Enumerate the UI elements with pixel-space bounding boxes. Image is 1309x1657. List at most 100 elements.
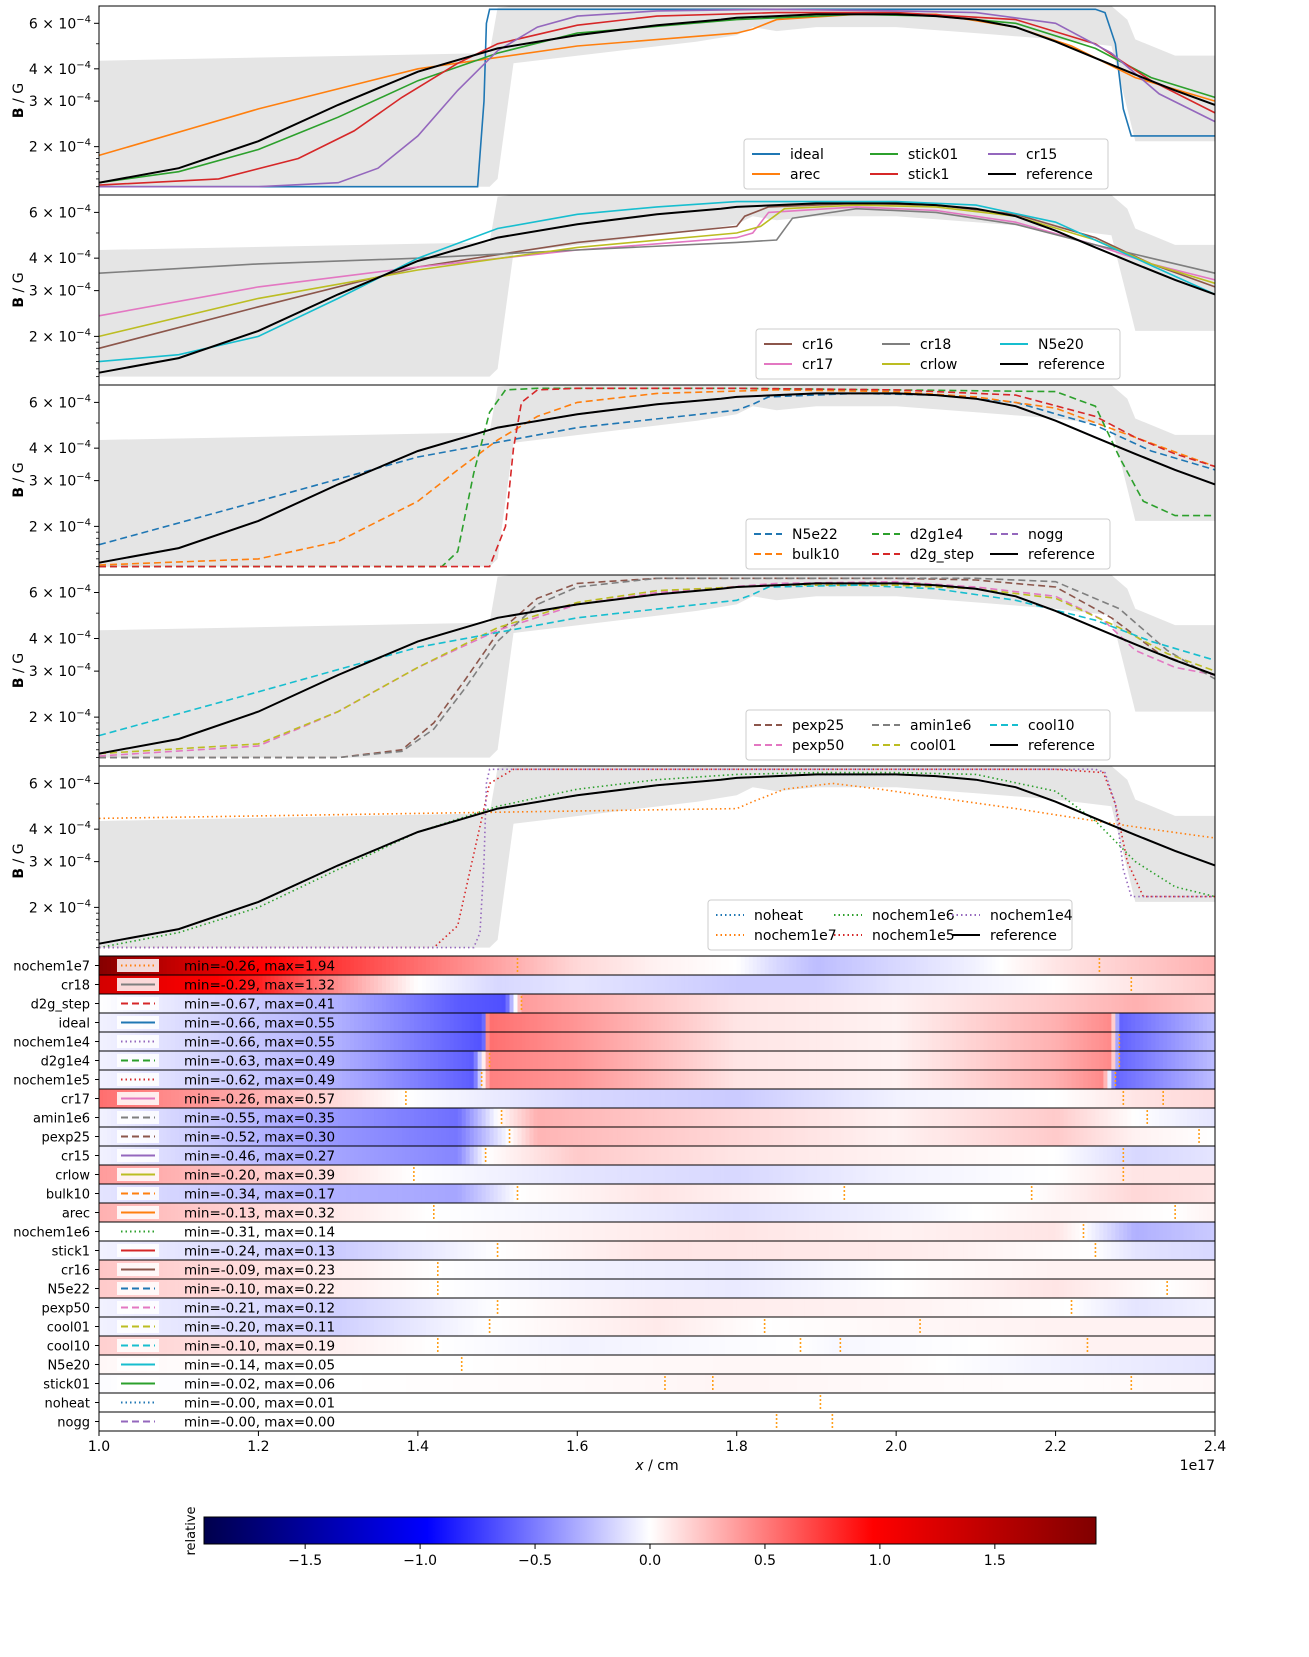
heatmap-cell: [979, 1203, 985, 1222]
heatmap-cell: [381, 1146, 387, 1165]
heatmap-cell: [441, 1165, 447, 1184]
heatmap-cell: [820, 1241, 825, 1260]
heatmap-cell: [178, 1222, 184, 1241]
heatmap-cell: [549, 1032, 554, 1051]
heatmap-cell: [242, 1146, 248, 1165]
heatmap-cell: [234, 1070, 240, 1089]
heatmap-cell: [198, 1089, 204, 1108]
heatmap-cell: [971, 1222, 977, 1241]
heatmap-cell: [601, 1184, 606, 1203]
heatmap-cell: [397, 1241, 403, 1260]
heatmap-cell: [190, 1089, 196, 1108]
heatmap-cell: [1011, 1165, 1017, 1184]
heatmap-cell: [282, 1203, 287, 1222]
heatmap-cell: [537, 1184, 543, 1203]
heatmap-cell: [836, 1089, 841, 1108]
heatmap-cell: [688, 1203, 694, 1222]
heatmap-cell: [609, 1070, 614, 1089]
heatmap-cell: [784, 1241, 790, 1260]
heatmap-cell: [704, 1032, 710, 1051]
heatmap-cell: [629, 1260, 634, 1279]
heatmap-cell: [979, 1051, 985, 1070]
heatmap-cell: [716, 1222, 722, 1241]
heatmap-cell: [358, 1260, 363, 1279]
heatmap-cell: [318, 1089, 323, 1108]
heatmap-cell: [449, 1260, 455, 1279]
heatmap-cell: [617, 1222, 622, 1241]
heatmap-cell: [828, 956, 833, 975]
heatmap-cell: [1175, 1165, 1180, 1184]
heatmap-cell: [1015, 1203, 1021, 1222]
heatmap-cell: [1183, 1222, 1188, 1241]
heatmap-cell: [1007, 994, 1013, 1013]
heatmap-cell: [1047, 994, 1053, 1013]
heatmap-cell: [1203, 1051, 1208, 1070]
heatmap-cell: [1059, 1241, 1065, 1260]
heatmap-cell: [1203, 1089, 1208, 1108]
heatmap-cell: [533, 1070, 539, 1089]
heatmap-cell: [748, 1165, 754, 1184]
heatmap-cell: [405, 1070, 411, 1089]
heatmap-cell: [668, 1032, 674, 1051]
heatmap-cell: [505, 1165, 511, 1184]
heatmap-cell: [900, 1127, 905, 1146]
heatmap-cell: [441, 1013, 447, 1032]
heatmap-cell: [967, 1032, 973, 1051]
heatmap-cell: [102, 1146, 108, 1165]
heatmap-cell: [820, 1032, 825, 1051]
heatmap-cell: [513, 1165, 519, 1184]
heatmap-cell: [939, 1051, 945, 1070]
heatmap-cell: [573, 956, 578, 975]
heatmap-cell: [617, 1051, 622, 1070]
heatmap-cell: [274, 956, 279, 975]
heatmap-cell: [999, 1070, 1005, 1089]
heatmap-cell: [653, 1013, 658, 1032]
heatmap-cell: [405, 1108, 411, 1127]
heatmap-cell: [1187, 1184, 1192, 1203]
heatmap-cell: [951, 1108, 957, 1127]
heatmap-cell: [1035, 1165, 1041, 1184]
heatmap-cell: [848, 956, 853, 975]
heatmap-cell: [800, 1203, 806, 1222]
heatmap-cell: [780, 1260, 786, 1279]
heatmap-cell: [338, 1165, 343, 1184]
heatmap-cell: [461, 956, 467, 975]
heatmap-cell: [202, 1127, 208, 1146]
heatmap-cell: [194, 1032, 200, 1051]
heatmap-cell: [290, 956, 295, 975]
heatmap-cell: [282, 975, 287, 994]
heatmap-cell: [342, 1184, 347, 1203]
heatmap-cell: [1095, 1032, 1101, 1051]
heatmap-cell: [557, 1051, 562, 1070]
heatmap-cell: [413, 1146, 419, 1165]
heatmap-cell: [565, 994, 570, 1013]
heatmap-cell: [537, 1108, 543, 1127]
heatmap-cell: [1175, 956, 1180, 975]
heatmap-cell: [166, 1127, 172, 1146]
heatmap-cell: [342, 1127, 347, 1146]
heatmap-cell: [943, 1089, 949, 1108]
heatmap-cell: [194, 1165, 200, 1184]
heatmap-cell: [1191, 1146, 1196, 1165]
heatmap-cell: [1031, 1241, 1037, 1260]
heatmap-cell: [469, 1127, 475, 1146]
heatmap-cell: [892, 1108, 897, 1127]
heatmap-cell: [513, 1127, 519, 1146]
heatmap-cell: [1171, 1241, 1176, 1260]
heatmap-cell: [557, 1089, 562, 1108]
heatmap-cell: [1043, 1013, 1049, 1032]
heatmap-cell: [433, 1013, 439, 1032]
heatmap-cell: [385, 1127, 391, 1146]
legend-label-cool01: cool01: [910, 738, 957, 754]
heatmap-cell: [1143, 1127, 1148, 1146]
heatmap-cell: [772, 1032, 778, 1051]
heatmap-cell: [740, 994, 746, 1013]
heatmap-cell: [947, 975, 953, 994]
heatmap-cell: [1039, 1051, 1045, 1070]
heatmap-cell: [102, 975, 108, 994]
heatmap-cell: [202, 1013, 208, 1032]
heatmap-cell: [1083, 1241, 1089, 1260]
heatmap-cell: [250, 1051, 256, 1070]
heatmap-cell: [106, 956, 112, 975]
